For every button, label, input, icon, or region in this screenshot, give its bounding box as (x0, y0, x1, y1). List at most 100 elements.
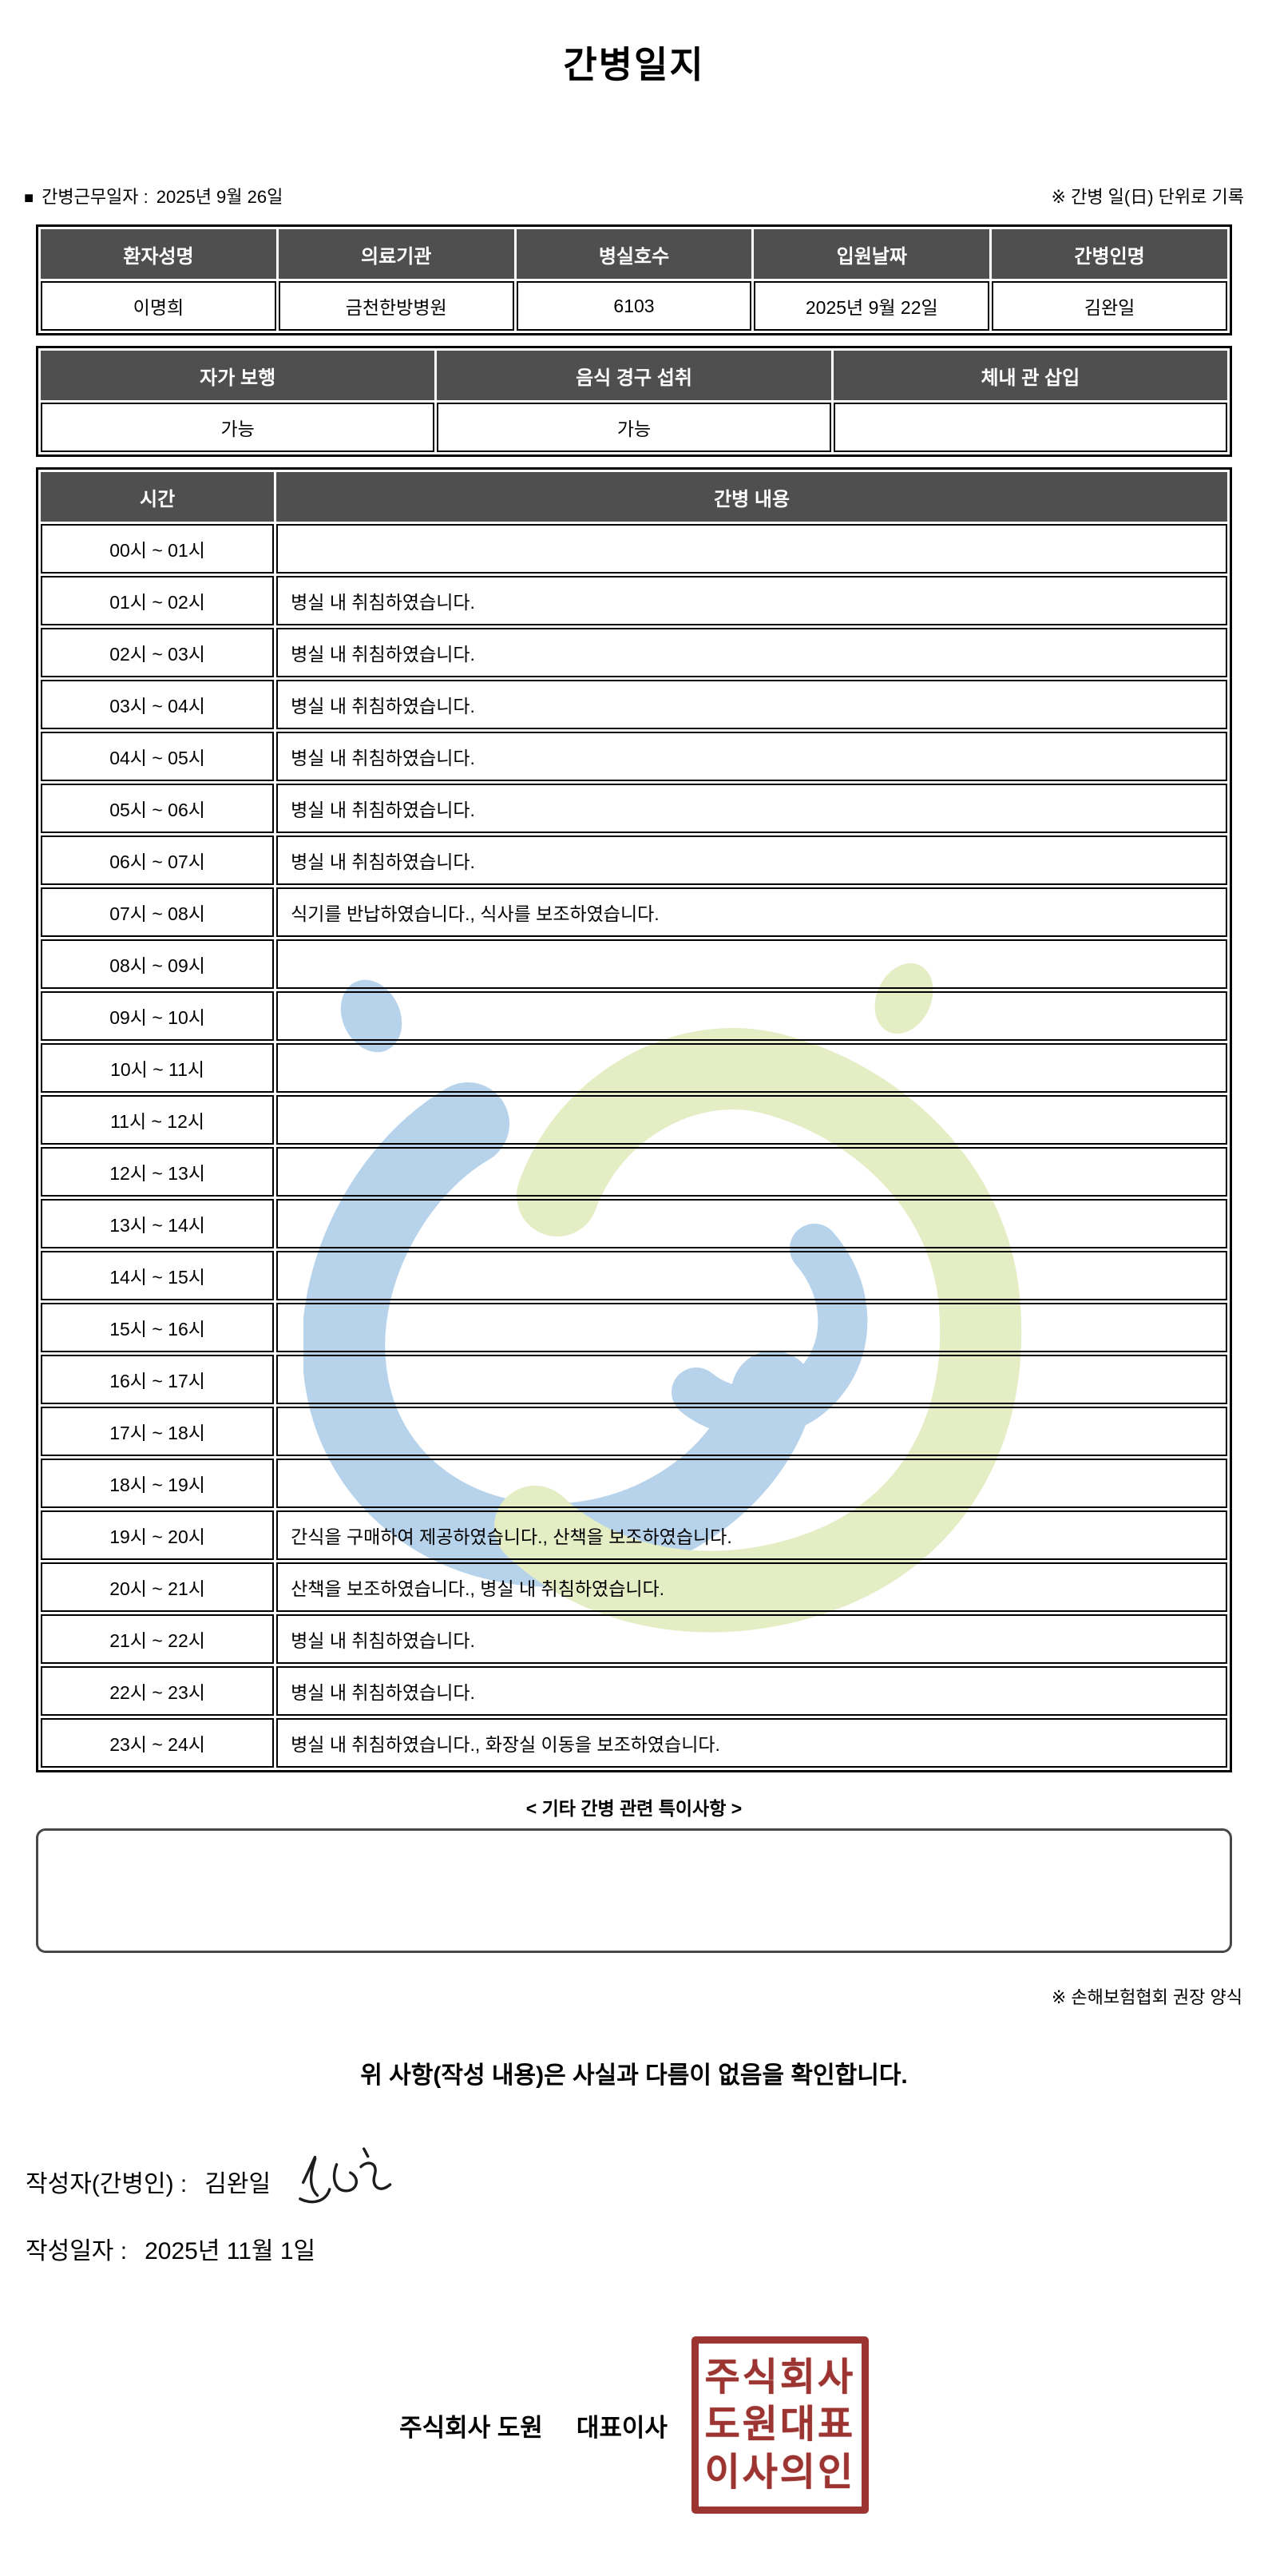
condition-value-row: 가능 가능 (41, 403, 1227, 452)
condition-header-cell: 체내 관 삽입 (833, 351, 1227, 400)
written-date-line: 작성일자 : 2025년 11월 1일 (0, 2231, 1268, 2266)
care-log-row: 05시 ~ 06시 병실 내 취침하였습니다. (41, 784, 1227, 833)
condition-header-cell: 음식 경구 섭취 (437, 351, 831, 400)
stamp-line: 도원대표 (704, 2403, 856, 2447)
time-range-cell: 16시 ~ 17시 (41, 1355, 275, 1404)
care-log-row: 08시 ~ 09시 (41, 939, 1227, 989)
care-log-row: 19시 ~ 20시 간식을 구매하여 제공하였습니다., 산책을 보조하였습니다. (41, 1510, 1227, 1560)
tables-area: 환자성명 의료기관 병실호수 입원날짜 간병인명 이명희 금천한방병원 6103 2025년 … (0, 224, 1268, 1772)
care-log-row: 02시 ~ 03시 병실 내 취침하였습니다. (41, 628, 1227, 677)
care-content-cell: 병실 내 취침하였습니다. (276, 628, 1227, 677)
care-content-cell (276, 1459, 1227, 1508)
care-log-row: 11시 ~ 12시 (41, 1095, 1227, 1145)
care-log-row: 16시 ~ 17시 (41, 1355, 1227, 1404)
condition-header-row: 자가 보행 음식 경구 섭취 체내 관 삽입 (41, 351, 1227, 400)
time-range-cell: 07시 ~ 08시 (41, 887, 275, 937)
care-content-cell (276, 991, 1227, 1041)
time-range-cell: 14시 ~ 15시 (41, 1251, 275, 1300)
care-log-row: 23시 ~ 24시 병실 내 취침하였습니다., 화장실 이동을 보조하였습니다. (41, 1718, 1227, 1768)
stamp-line: 이사의인 (704, 2451, 856, 2494)
patient-header-cell: 간병인명 (992, 229, 1227, 279)
care-log-row: 00시 ~ 01시 (41, 524, 1227, 574)
record-unit-note: ※ 간병 일(日) 단위로 기록 (1051, 187, 1244, 207)
care-journal-document: 간병일지 ■ 간병근무일자 : 2025년 9월 26일 ※ 간병 일(日) 단… (0, 36, 1268, 2514)
care-log-row: 15시 ~ 16시 (41, 1303, 1227, 1352)
writer-name: 김완일 (204, 2171, 271, 2197)
meta-row: ■ 간병근무일자 : 2025년 9월 26일 ※ 간병 일(日) 단위로 기록 (0, 183, 1268, 208)
time-range-cell: 22시 ~ 23시 (41, 1666, 275, 1716)
time-range-cell: 23시 ~ 24시 (41, 1718, 275, 1768)
company-line: 주식회사 도원 대표이사 (399, 2407, 668, 2443)
writer-line: 작성자(간병인) : 김완일 (0, 2147, 1268, 2210)
time-range-cell: 20시 ~ 21시 (41, 1562, 275, 1612)
time-range-cell: 21시 ~ 22시 (41, 1614, 275, 1664)
work-date-value: 2025년 9월 26일 (156, 187, 283, 207)
time-range-cell: 19시 ~ 20시 (41, 1510, 275, 1560)
care-content-cell: 병실 내 취침하였습니다., 화장실 이동을 보조하였습니다. (276, 1718, 1227, 1768)
care-content-cell (276, 939, 1227, 989)
care-content-cell (276, 1147, 1227, 1197)
patient-value-cell: 6103 (516, 281, 752, 331)
time-range-cell: 04시 ~ 05시 (41, 732, 275, 781)
care-log-row: 14시 ~ 15시 (41, 1251, 1227, 1300)
care-log-row: 22시 ~ 23시 병실 내 취침하였습니다. (41, 1666, 1227, 1716)
time-range-cell: 03시 ~ 04시 (41, 680, 275, 729)
confirmation-statement: 위 사항(작성 내용)은 사실과 다름이 없음을 확인합니다. (360, 2062, 908, 2089)
care-log-row: 07시 ~ 08시 식기를 반납하였습니다., 식사를 보조하였습니다. (41, 887, 1227, 937)
care-content-cell (276, 1407, 1227, 1456)
patient-header-cell: 환자성명 (41, 229, 276, 279)
patient-header-row: 환자성명 의료기관 병실호수 입원날짜 간병인명 (41, 229, 1227, 279)
patient-header-cell: 의료기관 (278, 229, 514, 279)
time-range-cell: 12시 ~ 13시 (41, 1147, 275, 1197)
time-range-cell: 02시 ~ 03시 (41, 628, 275, 677)
care-log-header-row: 시간 간병 내용 (41, 472, 1227, 522)
care-content-cell (276, 1303, 1227, 1352)
care-content-cell (276, 1043, 1227, 1093)
care-log-row: 01시 ~ 02시 병실 내 취침하였습니다. (41, 576, 1227, 625)
care-content-cell: 병실 내 취침하였습니다. (276, 784, 1227, 833)
corporate-seal-stamp: 주식회사 도원대표 이사의인 (691, 2336, 869, 2514)
company-row: 주식회사 도원 대표이사 주식회사 도원대표 이사의인 (0, 2336, 1268, 2514)
patient-value-row: 이명희 금천한방병원 6103 2025년 9월 22일 김완일 (41, 281, 1227, 331)
page-title: 간병일지 (563, 44, 705, 85)
special-notes-heading: < 기타 간병 관련 특이사항 > (525, 1798, 743, 1819)
recommended-form-note: ※ 손해보험협회 권장 양식 (1051, 1987, 1242, 2007)
care-log-row: 04시 ~ 05시 병실 내 취침하였습니다. (41, 732, 1227, 781)
work-date-label: 간병근무일자 : (42, 187, 149, 207)
condition-header-cell: 자가 보행 (41, 351, 435, 400)
care-content-cell: 산책을 보조하였습니다., 병실 내 취침하였습니다. (276, 1562, 1227, 1612)
patient-value-cell: 2025년 9월 22일 (754, 281, 990, 331)
care-content-cell (276, 1095, 1227, 1145)
stamp-line: 주식회사 (704, 2356, 856, 2399)
care-log-row: 13시 ~ 14시 (41, 1199, 1227, 1248)
care-content-cell (276, 524, 1227, 574)
work-date-line: ■ 간병근무일자 : 2025년 9월 26일 (24, 183, 283, 208)
condition-value-cell: 가능 (41, 403, 435, 452)
special-notes-box (36, 1828, 1232, 1953)
condition-value-cell: 가능 (437, 403, 831, 452)
time-range-cell: 18시 ~ 19시 (41, 1459, 275, 1508)
ceo-title: 대표이사 (576, 2413, 668, 2442)
time-column-header: 시간 (41, 472, 275, 522)
time-range-cell: 00시 ~ 01시 (41, 524, 275, 574)
writer-label: 작성자(간병인) : (26, 2171, 188, 2197)
care-content-cell: 병실 내 취침하였습니다. (276, 732, 1227, 781)
care-content-cell: 병실 내 취침하였습니다. (276, 576, 1227, 625)
care-content-cell (276, 1199, 1227, 1248)
time-range-cell: 15시 ~ 16시 (41, 1303, 275, 1352)
care-content-cell: 식기를 반납하였습니다., 식사를 보조하였습니다. (276, 887, 1227, 937)
care-log-row: 17시 ~ 18시 (41, 1407, 1227, 1456)
patient-header-cell: 병실호수 (516, 229, 752, 279)
care-log-row: 21시 ~ 22시 병실 내 취침하였습니다. (41, 1614, 1227, 1664)
patient-value-cell: 이명희 (41, 281, 276, 331)
care-log-row: 03시 ~ 04시 병실 내 취침하였습니다. (41, 680, 1227, 729)
time-range-cell: 11시 ~ 12시 (41, 1095, 275, 1145)
hourly-care-log-table: 시간 간병 내용 00시 ~ 01시 01시 ~ 02시 병실 내 취침하였습니다.… (36, 467, 1232, 1772)
black-square-icon: ■ (24, 189, 34, 207)
care-content-cell: 병실 내 취침하였습니다. (276, 680, 1227, 729)
time-range-cell: 17시 ~ 18시 (41, 1407, 275, 1456)
care-content-cell (276, 1251, 1227, 1300)
time-range-cell: 01시 ~ 02시 (41, 576, 275, 625)
care-log-row: 09시 ~ 10시 (41, 991, 1227, 1041)
care-log-row: 06시 ~ 07시 병실 내 취침하였습니다. (41, 836, 1227, 885)
